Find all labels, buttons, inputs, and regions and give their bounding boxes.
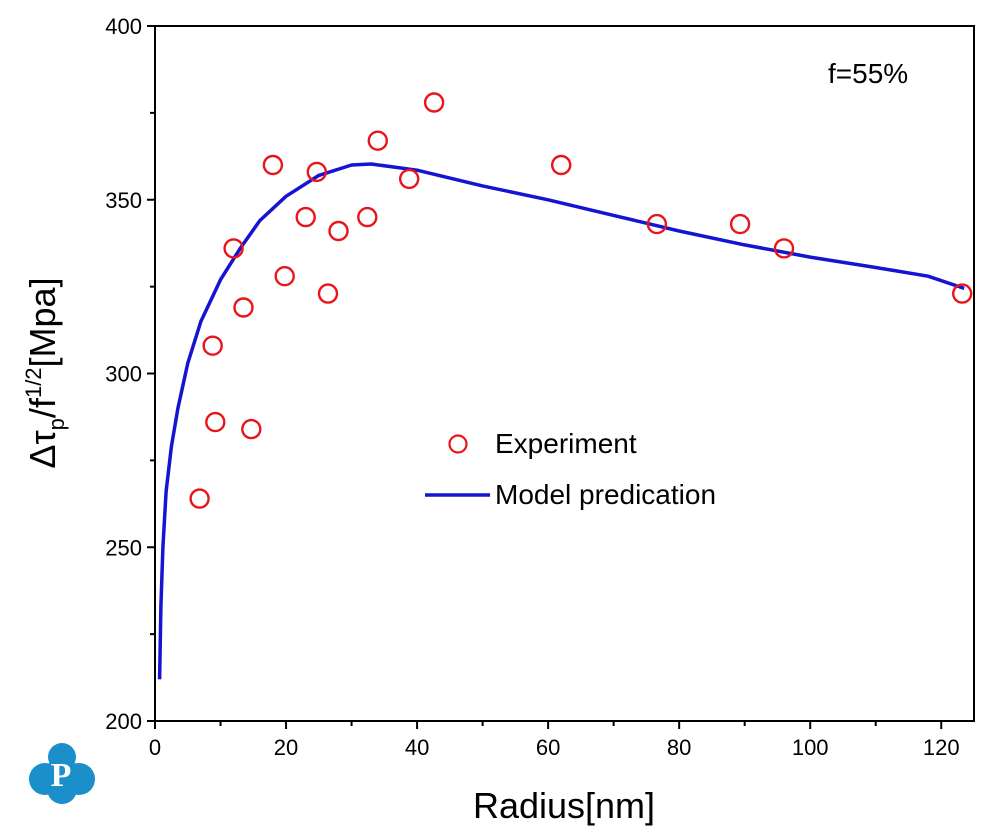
experiment-point	[233, 297, 254, 318]
experiment-point	[646, 213, 668, 235]
experiment-point	[367, 130, 388, 151]
y-title-slash: /f	[22, 397, 63, 418]
x-tick-label: 80	[667, 735, 691, 760]
logo-icon: P	[29, 743, 95, 804]
annotation-f: f=55%	[828, 58, 908, 89]
experiment-point	[306, 161, 327, 183]
y-tick-label: 300	[105, 362, 142, 387]
x-tick-label: 100	[792, 735, 829, 760]
experiment-point	[423, 92, 445, 113]
y-title-sup: 1/2	[21, 367, 46, 398]
experiment-point	[952, 283, 973, 304]
y-axis-title: Δτp/f1/2[Mpa]	[21, 277, 69, 468]
x-tick-label: 20	[274, 735, 298, 760]
experiment-point	[328, 220, 349, 242]
y-tick-label: 200	[105, 709, 142, 734]
experiment-point	[205, 411, 226, 433]
experiment-point	[729, 213, 751, 235]
plot-frame	[154, 25, 975, 722]
legend-experiment-label: Experiment	[495, 428, 637, 459]
experiment-point	[773, 238, 795, 259]
experiment-point	[551, 154, 572, 176]
y-title-delta: Δ	[22, 445, 63, 469]
experiment-point	[262, 154, 284, 176]
legend-experiment-marker	[448, 434, 468, 454]
experiment-point	[317, 283, 339, 304]
y-title-sub: p	[44, 418, 69, 430]
y-tick-label: 350	[105, 188, 142, 213]
model-predication-line	[157, 162, 965, 680]
x-axis-ticks: 0 20 40 60 80 100 120	[149, 721, 960, 760]
experiment-point	[274, 266, 295, 287]
experiment-point	[189, 488, 210, 509]
x-axis-title: Radius[nm]	[473, 785, 655, 826]
svg-text:Δτp/f1/2[Mpa]: Δτp/f1/2[Mpa]	[21, 277, 69, 468]
y-title-tau: τ	[22, 430, 63, 444]
y-tick-label: 250	[105, 535, 142, 560]
y-tick-label: 400	[105, 14, 142, 39]
legend-model-label: Model predication	[495, 479, 716, 510]
y-axis-ticks: 200 250 300 350 400	[105, 14, 155, 734]
experiment-point	[399, 168, 420, 190]
x-tick-label: 0	[149, 735, 161, 760]
x-tick-label: 40	[405, 735, 429, 760]
experiment-points	[189, 92, 973, 509]
experiment-point	[202, 335, 223, 356]
legend: Experiment Model predication	[425, 428, 716, 510]
x-tick-label: 60	[536, 735, 560, 760]
y-title-unit: [Mpa]	[22, 277, 63, 367]
svg-text:P: P	[51, 757, 72, 794]
experiment-point	[295, 206, 316, 228]
experiment-point	[241, 418, 262, 440]
experiment-point	[357, 206, 378, 228]
experiment-point	[223, 238, 244, 259]
x-tick-label: 120	[923, 735, 960, 760]
